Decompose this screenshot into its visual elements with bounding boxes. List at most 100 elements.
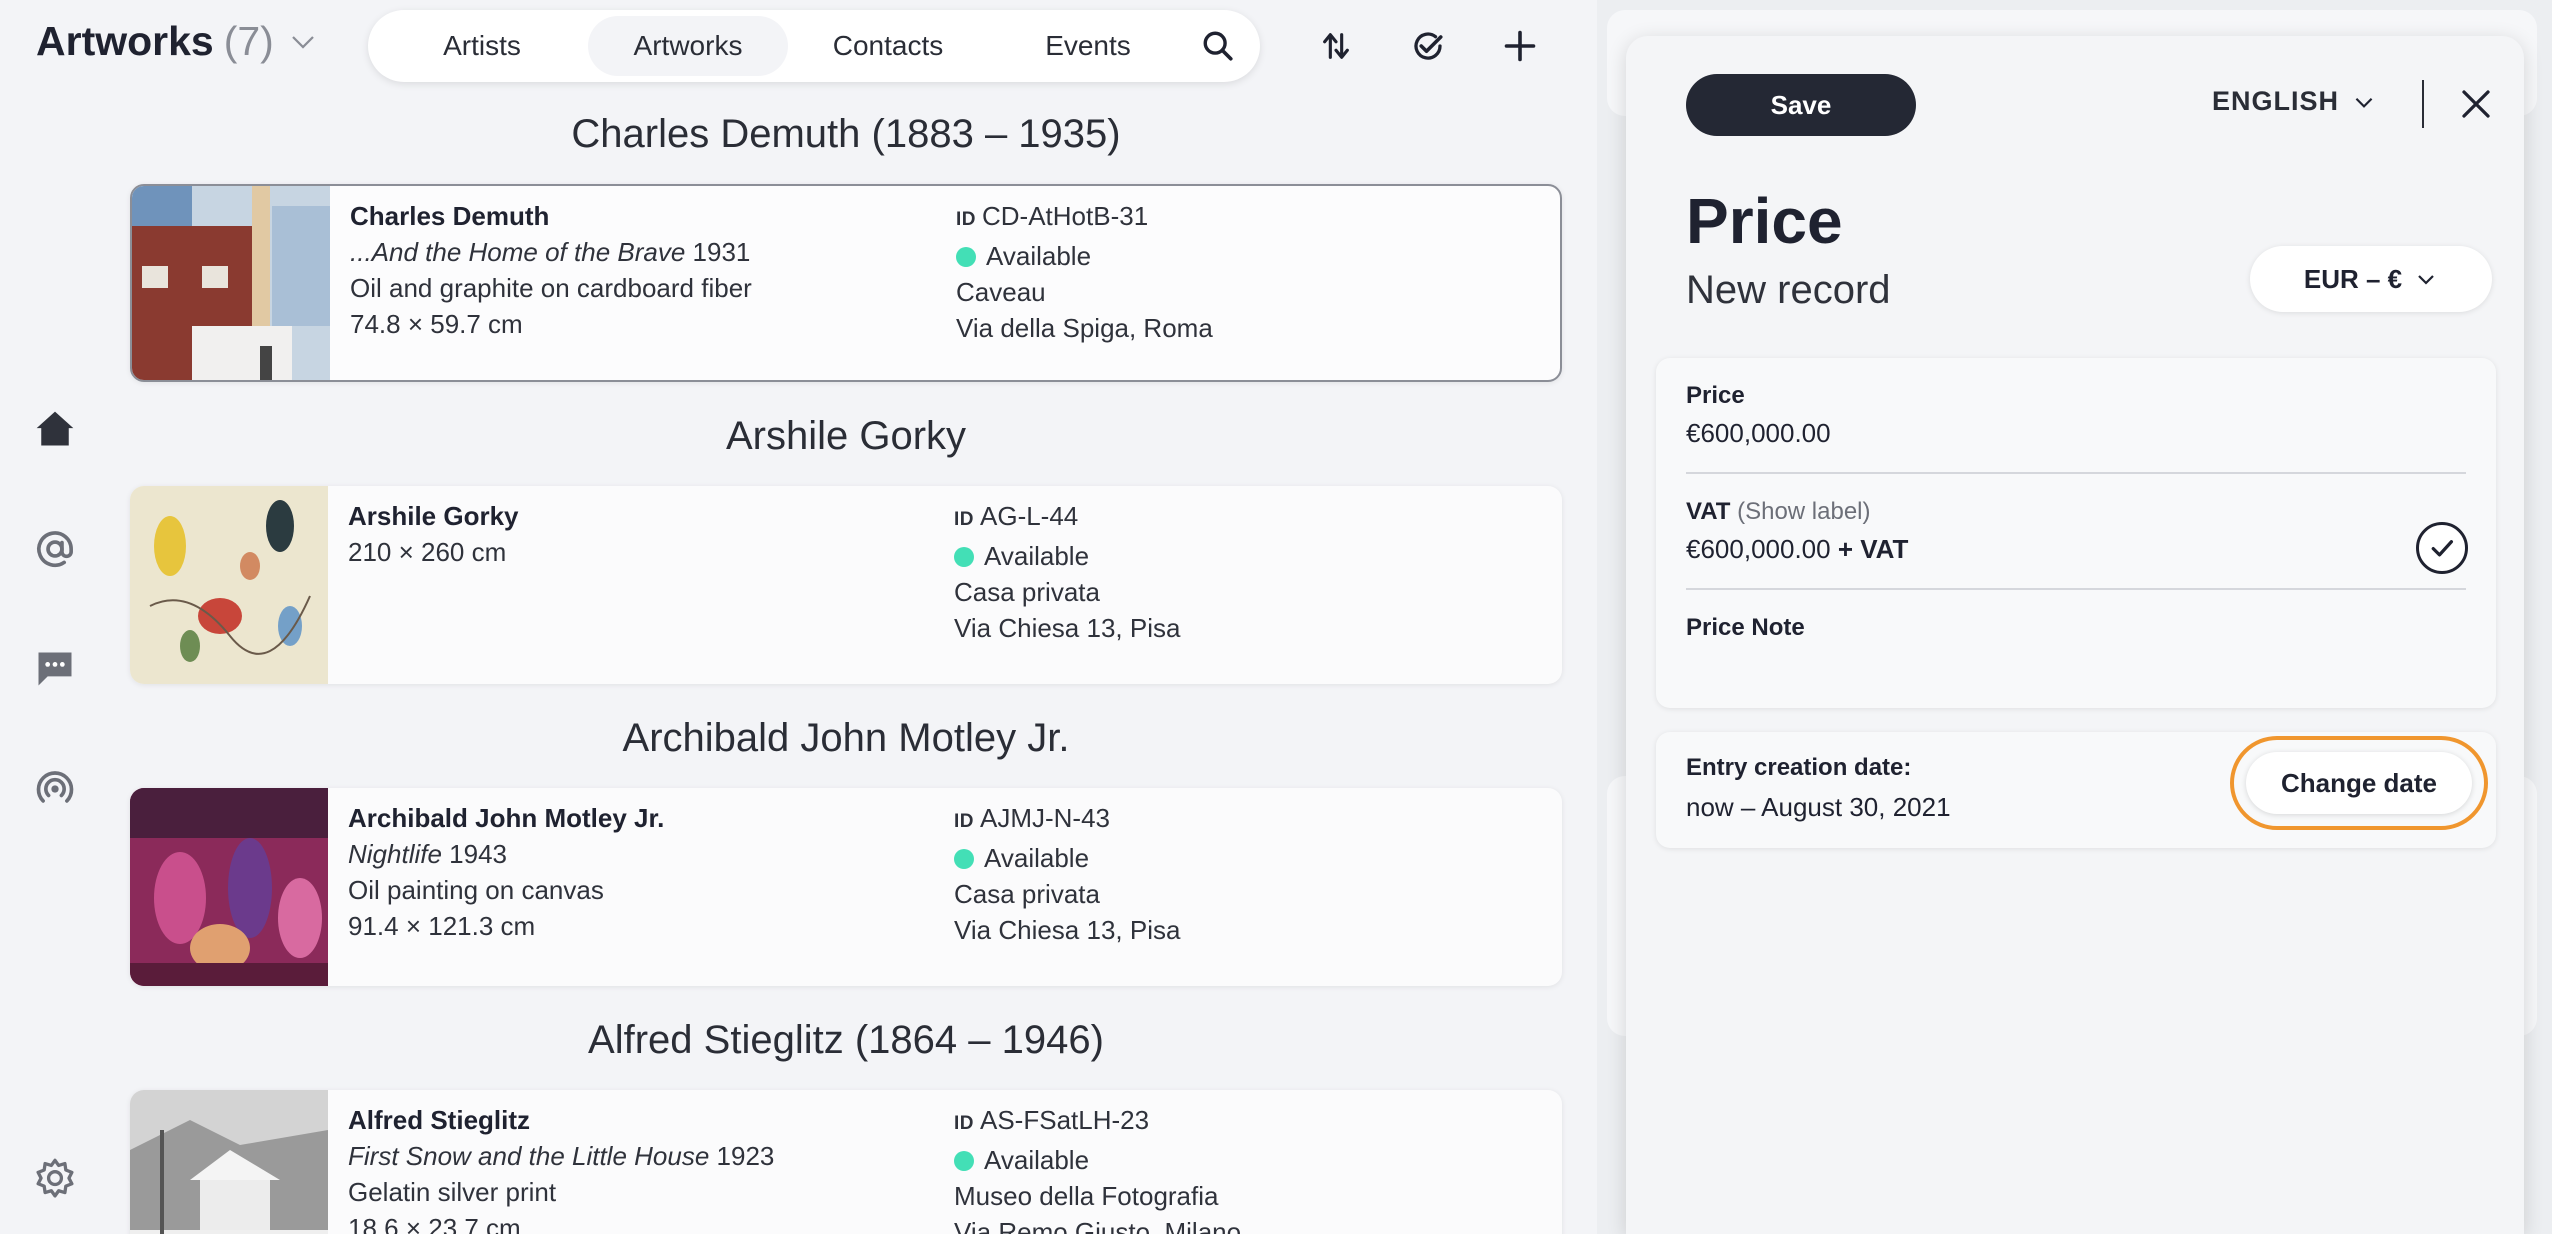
language-label: ENGLISH	[2212, 86, 2340, 116]
status-dot	[954, 1151, 974, 1171]
artwork-year: 1931	[692, 237, 751, 267]
id-label: ID	[954, 509, 974, 530]
entry-date-label: Entry creation date:	[1686, 754, 1912, 781]
divider	[2422, 80, 2424, 128]
artwork-year: 1923	[716, 1141, 775, 1171]
save-button[interactable]: Save	[1686, 74, 1916, 136]
price-fields: Price €600,000.00 VAT (Show label) €600,…	[1656, 358, 2496, 708]
address: Via Chiesa 13, Pisa	[954, 613, 1181, 643]
artist-name: Archibald John Motley Jr.	[348, 803, 665, 833]
artwork-thumbnail	[130, 486, 328, 684]
entry-date-value: now – August 30, 2021	[1686, 792, 1951, 822]
chat-icon[interactable]	[32, 646, 78, 692]
settings-icon[interactable]	[32, 1156, 78, 1202]
divider	[1686, 588, 2466, 590]
sort-icon[interactable]	[1312, 22, 1360, 70]
currency-label: EUR – €	[2303, 263, 2403, 294]
status-dot	[954, 547, 974, 567]
status-badge: Available	[984, 843, 1090, 873]
artwork-card[interactable]: Alfred Stieglitz First Snow and the Litt…	[130, 1090, 1562, 1234]
address: Via Chiesa 13, Pisa	[954, 915, 1181, 945]
artist-heading: Alfred Stieglitz (1864 – 1946)	[588, 1018, 1104, 1062]
vat-label: VAT (Show label)	[1686, 498, 1871, 525]
currency-selector[interactable]: EUR – €	[2250, 246, 2492, 312]
price-note-label: Price Note	[1686, 614, 1805, 641]
check-circle-icon[interactable]	[1404, 22, 1452, 70]
plus-icon[interactable]	[1496, 22, 1544, 70]
artist-name: Arshile Gorky	[348, 501, 519, 531]
artwork-card[interactable]: Arshile Gorky 210 × 260 cm ID AG-L-44 Ava…	[130, 486, 1562, 684]
artwork-thumbnail	[130, 1090, 328, 1234]
artwork-title: Nightlife	[348, 839, 442, 869]
page-title-text: Artworks	[36, 18, 214, 64]
artwork-medium: Gelatin silver print	[348, 1177, 557, 1207]
panel-subtitle: New record	[1686, 268, 1891, 312]
artwork-size: 91.4 × 121.3 cm	[348, 911, 536, 941]
location: Caveau	[956, 277, 1046, 307]
status-dot	[954, 849, 974, 869]
artwork-details: Arshile Gorky 210 × 260 cm	[348, 498, 519, 570]
vat-suffix: + VAT	[1837, 534, 1909, 564]
status-dot	[956, 247, 976, 267]
artwork-inventory: ID AJMJ-N-43 Available Casa privata Via C…	[954, 800, 1180, 948]
status-badge: Available	[984, 541, 1090, 571]
chevron-down-icon[interactable]	[288, 27, 318, 57]
vat-show-label-hint: (Show label)	[1737, 498, 1871, 525]
search-icon[interactable]	[1188, 16, 1248, 76]
price-label: Price	[1686, 382, 1745, 409]
status-badge: Available	[986, 241, 1092, 271]
page-title[interactable]: Artworks (7)	[36, 18, 318, 65]
location: Museo della Fotografia	[954, 1181, 1219, 1211]
address: Via Remo Giusto, Milano	[954, 1217, 1242, 1234]
price-input[interactable]: €600,000.00	[1686, 418, 1831, 448]
artwork-title: First Snow and the Little House	[348, 1141, 710, 1171]
tab-events[interactable]: Events	[1045, 30, 1131, 61]
artwork-id: AS-FSatLH-23	[980, 1105, 1150, 1135]
id-label: ID	[956, 209, 976, 230]
panel-title: Price	[1686, 185, 1843, 257]
language-selector[interactable]: ENGLISH	[2212, 86, 2377, 117]
artwork-card[interactable]: Archibald John Motley Jr. Nightlife 1943…	[130, 788, 1562, 986]
artwork-card[interactable]: Charles Demuth ...And the Home of the Br…	[130, 184, 1562, 382]
artwork-medium: Oil painting on canvas	[348, 875, 604, 905]
broadcast-icon[interactable]	[32, 766, 78, 812]
artist-heading: Charles Demuth (1883 – 1935)	[571, 112, 1121, 156]
artwork-size: 18.6 × 23.7 cm	[348, 1213, 521, 1234]
artist-name: Alfred Stieglitz	[348, 1105, 531, 1135]
vat-check-icon[interactable]	[2416, 522, 2468, 574]
divider	[1686, 472, 2466, 474]
price-editor-panel: Save ENGLISH Price New record EUR – € Pr…	[1626, 36, 2524, 1234]
artwork-size: 74.8 × 59.7 cm	[350, 309, 523, 339]
price-note-input[interactable]	[1686, 650, 2466, 686]
at-icon[interactable]	[32, 526, 78, 572]
vat-value[interactable]: €600,000.00 + VAT	[1686, 534, 1909, 564]
artwork-thumbnail	[130, 788, 328, 986]
artwork-year: 1943	[449, 839, 508, 869]
artwork-inventory: ID CD-AtHotB-31 Available Caveau Via dell…	[956, 198, 1213, 346]
artwork-details: Alfred Stieglitz First Snow and the Litt…	[348, 1102, 774, 1234]
artist-name: Charles Demuth	[350, 201, 550, 231]
artwork-inventory: ID AG-L-44 Available Casa privata Via Chi…	[954, 498, 1180, 646]
id-label: ID	[954, 1113, 974, 1134]
tab-contacts[interactable]: Contacts	[832, 30, 944, 61]
entry-date-card: Entry creation date: now – August 30, 20…	[1656, 732, 2496, 848]
artwork-title: ...And the Home of the Brave	[350, 237, 686, 267]
home-icon[interactable]	[32, 406, 78, 452]
artwork-id: CD-AtHotB-31	[982, 201, 1149, 231]
artist-heading: Archibald John Motley Jr.	[622, 716, 1070, 760]
artwork-count: (7)	[223, 18, 274, 64]
tab-artists[interactable]: Artists	[443, 30, 521, 61]
artwork-id: AG-L-44	[980, 501, 1079, 531]
location: Casa privata	[954, 879, 1100, 909]
artist-heading: Arshile Gorky	[725, 414, 967, 458]
artwork-details: Archibald John Motley Jr. Nightlife 1943…	[348, 800, 664, 944]
artwork-thumbnail	[132, 186, 330, 380]
location: Casa privata	[954, 577, 1100, 607]
tab-artworks[interactable]: Artworks	[588, 16, 788, 76]
close-icon[interactable]	[2452, 80, 2500, 128]
main-nav: Artists Artworks Contacts Events	[368, 10, 1260, 82]
artwork-id: AJMJ-N-43	[980, 803, 1111, 833]
artwork-size: 210 × 260 cm	[348, 537, 507, 567]
status-badge: Available	[984, 1145, 1090, 1175]
change-date-button[interactable]: Change date	[2230, 736, 2488, 830]
